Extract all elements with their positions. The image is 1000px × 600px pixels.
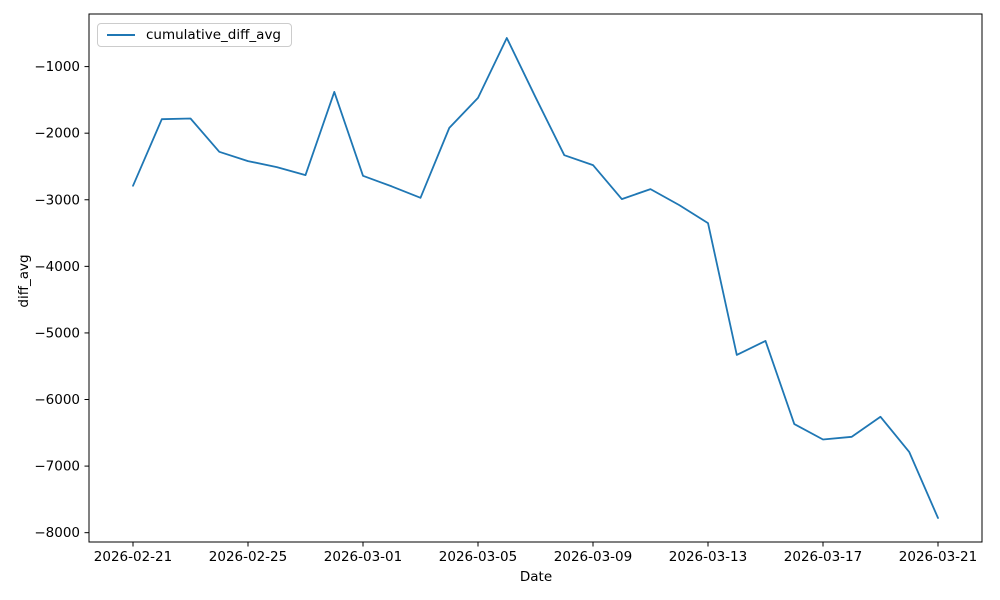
x-tick-label: 2026-02-25 bbox=[209, 549, 287, 565]
x-axis-label: Date bbox=[519, 569, 553, 585]
x-tick-label: 2026-02-21 bbox=[94, 549, 172, 565]
y-axis-label: diff_avg bbox=[16, 254, 32, 308]
x-tick-label: 2026-03-21 bbox=[899, 549, 977, 565]
y-tick-label: −1000 bbox=[34, 59, 80, 75]
y-tick-label: −3000 bbox=[34, 192, 80, 208]
y-tick-label: −5000 bbox=[34, 325, 80, 341]
y-tick-label: −6000 bbox=[34, 392, 80, 408]
data-line bbox=[132, 37, 939, 519]
x-tick-label: 2026-03-05 bbox=[439, 549, 517, 565]
y-tick-label: −8000 bbox=[34, 525, 80, 541]
y-tick-label: −4000 bbox=[34, 259, 80, 275]
y-tick-label: −2000 bbox=[34, 126, 80, 142]
legend-line-swatch bbox=[107, 34, 135, 36]
x-tick-label: 2026-03-01 bbox=[324, 549, 402, 565]
legend: cumulative_diff_avg bbox=[97, 23, 292, 47]
x-tick-label: 2026-03-17 bbox=[784, 549, 862, 565]
y-tick-label: −7000 bbox=[34, 459, 80, 475]
x-tick-label: 2026-03-13 bbox=[669, 549, 747, 565]
x-tick-label: 2026-03-09 bbox=[554, 549, 632, 565]
plot-border bbox=[88, 13, 983, 543]
legend-label: cumulative_diff_avg bbox=[146, 27, 281, 43]
